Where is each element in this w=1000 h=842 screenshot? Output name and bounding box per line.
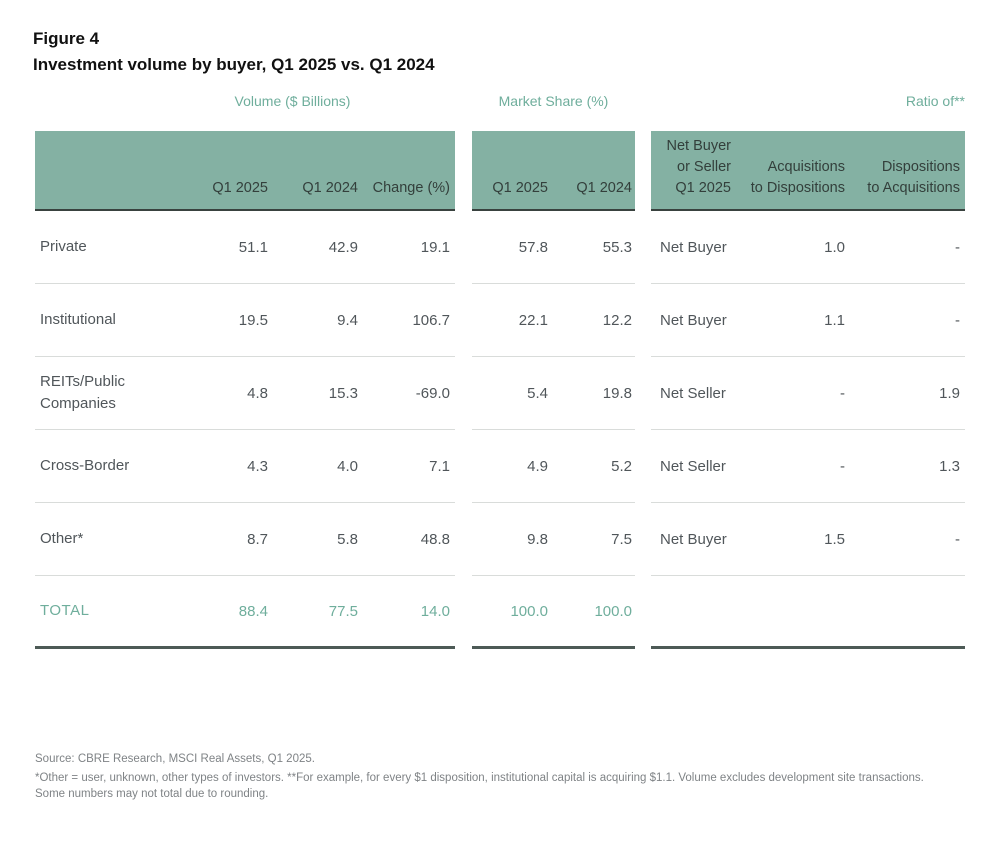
total-ms-2025: 100.0 [510,602,548,620]
value-ms-2024: 12.2 [602,311,632,329]
value-vol-2024: 4.0 [337,457,358,475]
source-note: Source: CBRE Research, MSCI Real Assets,… [35,753,315,765]
row-label: Private [40,238,87,256]
value-disp-to-acq: - [955,311,960,329]
total-row [651,576,965,649]
ratio-header-net-buyer-seller: Net Buyer or Seller Q1 2025 [666,137,731,196]
value-vol-2025: 4.3 [247,457,268,475]
table-row: 57.8 55.3 [472,211,635,284]
figure-title: Investment volume by buyer, Q1 2025 vs. … [33,55,435,74]
share-header-q1-2024: Q1 2024 [576,179,632,196]
group-header-ratio: Ratio of** [905,93,965,109]
value-ms-2024: 55.3 [602,238,632,256]
definition-note: *Other = user, unknown, other types of i… [35,772,924,800]
ratio-header-acq-to-disp: Acquisitions to Dispositions [750,158,845,196]
volume-header-row: Q1 2025 Q1 2024 Change (%) [35,131,455,211]
value-ms-2025: 9.8 [527,530,548,548]
volume-header-change: Change (%) [372,179,450,196]
table-row: Net Buyer 1.1 - [651,284,965,357]
table-row: Net Seller - 1.9 [651,357,965,430]
volume-header-q1-2024: Q1 2024 [302,179,358,196]
figure-label: Figure 4 [33,29,100,48]
value-change: 48.8 [420,530,450,548]
value-disp-to-acq: - [955,238,960,256]
row-label: REITs/Public Companies [40,373,126,412]
value-ms-2024: 7.5 [611,530,632,548]
value-vol-2024: 9.4 [337,311,358,329]
value-vol-2024: 42.9 [328,238,358,256]
value-change: 106.7 [412,311,450,329]
value-ms-2024: 5.2 [611,457,632,475]
value-vol-2025: 8.7 [247,530,268,548]
value-change: 19.1 [420,238,450,256]
total-vol-2024: 77.5 [328,602,358,620]
row-label: Cross-Border [40,457,130,475]
value-vol-2025: 51.1 [238,238,268,256]
value-vol-2024: 5.8 [337,530,358,548]
value-ms-2025: 4.9 [527,457,548,475]
market-share-header-row: Q1 2025 Q1 2024 [472,131,635,211]
value-disp-to-acq: 1.9 [939,384,960,402]
value-net-status: Net Buyer [660,311,727,329]
table-row: 9.8 7.5 [472,503,635,576]
value-acq-to-disp: 1.1 [824,311,845,329]
row-label: Institutional [40,311,116,329]
share-header-q1-2025: Q1 2025 [492,179,548,196]
table-row: REITs/Public Companies 4.8 15.3 -69.0 [35,357,455,430]
value-acq-to-disp: - [840,384,845,402]
market-share-section: Q1 2025 Q1 2024 57.8 55.3 22.1 12.2 5.4 … [472,131,635,649]
value-disp-to-acq: 1.3 [939,457,960,475]
group-header-volume: Volume ($ Billions) [234,93,351,109]
table-row: 4.9 5.2 [472,430,635,503]
total-row: 100.0 100.0 [472,576,635,649]
total-label: TOTAL [40,602,90,620]
table-row: Other* 8.7 5.8 48.8 [35,503,455,576]
table-row: Net Seller - 1.3 [651,430,965,503]
ratio-header-disp-to-acq: Dispositions to Acquisitions [867,158,960,196]
value-ms-2024: 19.8 [602,384,632,402]
value-acq-to-disp: 1.5 [824,530,845,548]
value-net-status: Net Seller [660,384,726,402]
ratio-section: Net Buyer or Seller Q1 2025 Acquisitions… [651,131,965,649]
value-ms-2025: 57.8 [518,238,548,256]
row-label: Other* [40,530,84,548]
value-net-status: Net Buyer [660,530,727,548]
volume-section: Q1 2025 Q1 2024 Change (%) Private 51.1 … [35,131,455,649]
total-vol-2025: 88.4 [238,602,268,620]
table-row: Net Buyer 1.5 - [651,503,965,576]
value-vol-2024: 15.3 [328,384,358,402]
total-row: TOTAL 88.4 77.5 14.0 [35,576,455,649]
value-acq-to-disp: 1.0 [824,238,845,256]
table-row: 22.1 12.2 [472,284,635,357]
value-change: 7.1 [429,457,450,475]
table-row: Private 51.1 42.9 19.1 [35,211,455,284]
total-ms-2024: 100.0 [594,602,632,620]
value-net-status: Net Seller [660,457,726,475]
value-change: -69.0 [415,384,450,402]
table-row: Institutional 19.5 9.4 106.7 [35,284,455,357]
value-vol-2025: 19.5 [238,311,268,329]
group-header-market-share: Market Share (%) [498,93,609,109]
value-net-status: Net Buyer [660,238,727,256]
ratio-header-row: Net Buyer or Seller Q1 2025 Acquisitions… [651,131,965,211]
value-acq-to-disp: - [840,457,845,475]
value-vol-2025: 4.8 [247,384,268,402]
table-row: 5.4 19.8 [472,357,635,430]
table-row: Cross-Border 4.3 4.0 7.1 [35,430,455,503]
total-change: 14.0 [420,602,450,620]
table-row: Net Buyer 1.0 - [651,211,965,284]
value-ms-2025: 22.1 [518,311,548,329]
title-block: Figure 4 Investment volume by buyer, Q1 … [33,26,435,78]
value-disp-to-acq: - [955,530,960,548]
value-ms-2025: 5.4 [527,384,548,402]
volume-header-q1-2025: Q1 2025 [212,179,268,196]
